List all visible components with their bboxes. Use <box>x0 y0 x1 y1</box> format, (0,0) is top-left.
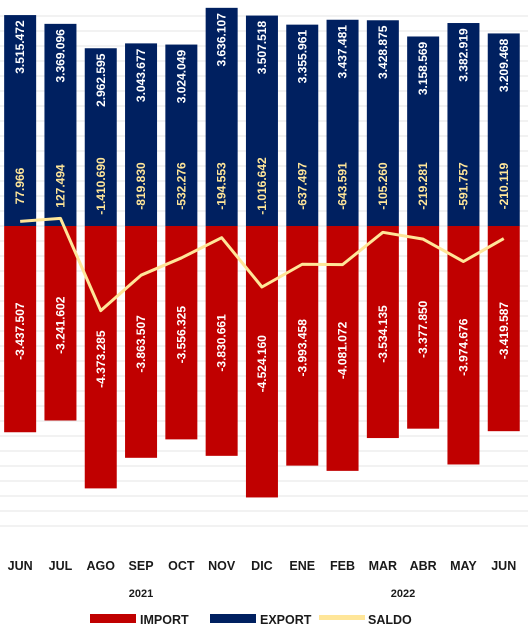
saldo-data-label: -105.260 <box>376 162 390 210</box>
import-data-label: -3.437.507 <box>13 302 27 360</box>
import-data-label: -3.534.135 <box>376 305 390 363</box>
export-bar <box>286 24 319 227</box>
import-bar <box>205 226 238 456</box>
saldo-data-label: -210.119 <box>497 162 511 209</box>
export-bar <box>84 48 117 227</box>
import-data-label: -3.993.458 <box>295 319 309 377</box>
x-tick-label: ENE <box>289 559 315 573</box>
saldo-data-label: -219.281 <box>416 162 430 210</box>
x-tick-label: JUN <box>8 559 33 573</box>
export-data-label: 2.962.595 <box>94 53 108 107</box>
export-data-label: 3.636.107 <box>215 13 229 67</box>
legend-label-import: IMPORT <box>140 613 189 626</box>
legend[interactable]: IMPORT EXPORT SALDO <box>90 613 412 626</box>
saldo-data-label: -637.497 <box>295 162 309 210</box>
saldo-data-label: -643.591 <box>336 162 350 210</box>
export-bar <box>44 23 77 226</box>
saldo-data-label: 127.494 <box>53 164 67 208</box>
import-data-label: -3.377.850 <box>416 300 430 358</box>
export-bar <box>366 20 399 226</box>
import-bar <box>4 226 37 433</box>
export-data-label: 3.024.049 <box>174 50 188 104</box>
export-data-label: 3.158.569 <box>416 41 430 95</box>
export-data-label: 3.382.919 <box>456 28 470 82</box>
import-bar <box>487 226 520 432</box>
export-data-label: 3.209.468 <box>497 38 511 92</box>
export-bar <box>165 44 198 226</box>
export-data-label: 3.043.677 <box>134 48 148 102</box>
export-bar <box>326 19 359 226</box>
x-tick-label: NOV <box>208 559 236 573</box>
import-bar <box>447 226 480 465</box>
import-data-label: -4.081.072 <box>336 321 350 379</box>
export-bar <box>245 15 278 226</box>
data-labels: 3.515.472 -3.437.507 77.966 3.369.096 -3.241… <box>13 13 511 393</box>
x-tick-label: ABR <box>410 559 437 573</box>
import-data-label: -3.830.661 <box>215 314 229 372</box>
year-label: 2022 <box>391 588 415 600</box>
import-data-label: -3.419.587 <box>497 302 511 360</box>
year-label: 2021 <box>129 588 153 600</box>
x-tick-label: MAY <box>450 559 477 573</box>
import-bar <box>407 226 440 429</box>
export-bar <box>487 33 520 227</box>
saldo-line <box>20 216 505 313</box>
export-bar <box>4 15 37 226</box>
x-tick-label: FEB <box>330 559 355 573</box>
import-data-label: -4.373.285 <box>94 330 108 388</box>
saldo-data-label: -819.830 <box>134 162 148 210</box>
saldo-data-label: -1.410.690 <box>94 157 108 215</box>
export-data-label: 3.507.518 <box>255 21 269 75</box>
export-bar <box>407 36 440 227</box>
legend-swatch-saldo <box>319 615 365 620</box>
saldo-data-label: -194.553 <box>215 162 229 210</box>
export-bar <box>205 7 238 226</box>
export-series <box>4 7 520 227</box>
import-data-label: -3.974.676 <box>456 318 470 376</box>
legend-label-saldo: SALDO <box>368 613 412 626</box>
import-data-label: -3.556.325 <box>174 306 188 364</box>
saldo-data-label: -591.757 <box>456 162 470 210</box>
export-data-label: 3.515.472 <box>13 20 27 74</box>
export-data-label: 3.355.961 <box>295 30 309 84</box>
x-tick-label: MAR <box>369 559 397 573</box>
saldo-data-label: -1.016.642 <box>255 157 269 215</box>
x-tick-label: OCT <box>168 559 195 573</box>
legend-swatch-export <box>210 614 256 623</box>
legend-label-export: EXPORT <box>260 613 312 626</box>
export-data-label: 3.369.096 <box>53 29 67 83</box>
x-axis: JUN JUL AGO SEP OCT NOV DIC ENE FEB MAR ABR MAY JUN 2… <box>8 559 517 600</box>
import-bar <box>84 226 117 489</box>
export-bar <box>125 43 158 226</box>
import-bar <box>366 226 399 439</box>
legend-swatch-import <box>90 614 136 623</box>
import-bar <box>44 226 77 421</box>
saldo-series <box>20 216 505 313</box>
import-bar <box>245 226 278 498</box>
saldo-data-label: 77.966 <box>13 167 27 204</box>
import-bar <box>125 226 158 458</box>
import-data-label: -3.863.507 <box>134 315 148 373</box>
import-series <box>4 226 520 498</box>
export-data-label: 3.437.481 <box>336 25 350 79</box>
x-tick-label: SEP <box>129 559 154 573</box>
export-data-label: 3.428.875 <box>376 25 390 79</box>
x-tick-label: JUL <box>49 559 73 573</box>
saldo-data-label: -532.276 <box>174 162 188 210</box>
import-data-label: -4.524.160 <box>255 335 269 393</box>
x-tick-label: AGO <box>87 559 116 573</box>
x-tick-label: JUN <box>491 559 516 573</box>
x-tick-label: DIC <box>251 559 273 573</box>
export-bar <box>447 23 480 227</box>
import-bar <box>326 226 359 471</box>
import-data-label: -3.241.602 <box>53 296 67 354</box>
